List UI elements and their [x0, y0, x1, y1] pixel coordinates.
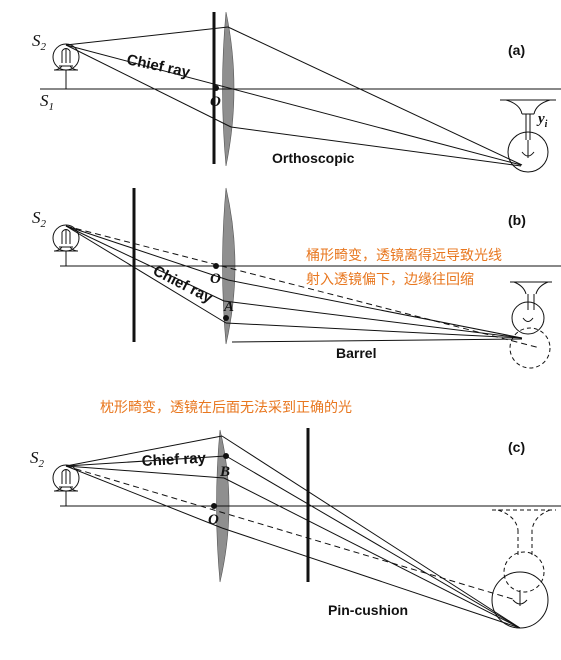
center-point-b — [213, 263, 219, 269]
center-label-a: O — [210, 94, 221, 110]
ray-bundle-c — [65, 435, 521, 629]
inverted-image-a — [500, 99, 556, 173]
barrel-note-line2: 射入透镜偏下，边缘往回缩 — [306, 272, 474, 288]
point-label-a: A — [223, 299, 234, 315]
panel-tag-c: (c) — [508, 439, 525, 455]
source-bulb-c — [52, 464, 80, 492]
point-b-marker — [223, 453, 229, 459]
chief-ray-c — [65, 455, 227, 467]
chief-ray-label-c: Chief ray — [141, 450, 207, 470]
pincushion-note: 枕形畸变，透镜在后面无法采到正确的光 — [100, 400, 352, 416]
chief-ray-a — [65, 44, 522, 166]
chief-ray-label-b: Chief ray — [150, 262, 215, 307]
caption-b: Barrel — [336, 345, 376, 361]
image-label-a: yi — [536, 111, 548, 130]
axis-label-a: S1 — [40, 91, 54, 113]
source-label-c: S2 — [30, 448, 45, 470]
ray-bundle-a — [65, 26, 523, 167]
center-label-b: O — [210, 271, 221, 287]
center-label-c: O — [208, 512, 219, 528]
caption-c: Pin-cushion — [328, 602, 408, 618]
panel-a: S2 S1 Chief ray O (a) yi Orthoscopic — [32, 11, 561, 173]
inverted-image-c — [491, 509, 556, 629]
source-label-b: S2 — [32, 208, 47, 230]
source-label-a: S2 — [32, 31, 47, 53]
center-point-c — [211, 503, 217, 509]
point-a-marker — [223, 315, 229, 321]
inverted-image-b — [509, 281, 552, 369]
point-label-b: B — [219, 464, 230, 480]
chief-ray-label-a: Chief ray — [125, 51, 192, 81]
panel-tag-b: (b) — [508, 212, 526, 228]
panel-b: S2 Chief ray O A (b) Barrel — [32, 187, 561, 369]
panel-c: S2 Chief ray B O (c) Pin-cushion — [30, 428, 561, 629]
ray-bundle-b — [65, 225, 541, 349]
chief-ray-b — [65, 225, 225, 302]
center-point-a — [213, 85, 219, 91]
caption-a: Orthoscopic — [272, 150, 355, 166]
barrel-note-line1: 桶形畸变，透镜离得远导致光线 — [306, 248, 502, 264]
panel-tag-a: (a) — [508, 42, 525, 58]
